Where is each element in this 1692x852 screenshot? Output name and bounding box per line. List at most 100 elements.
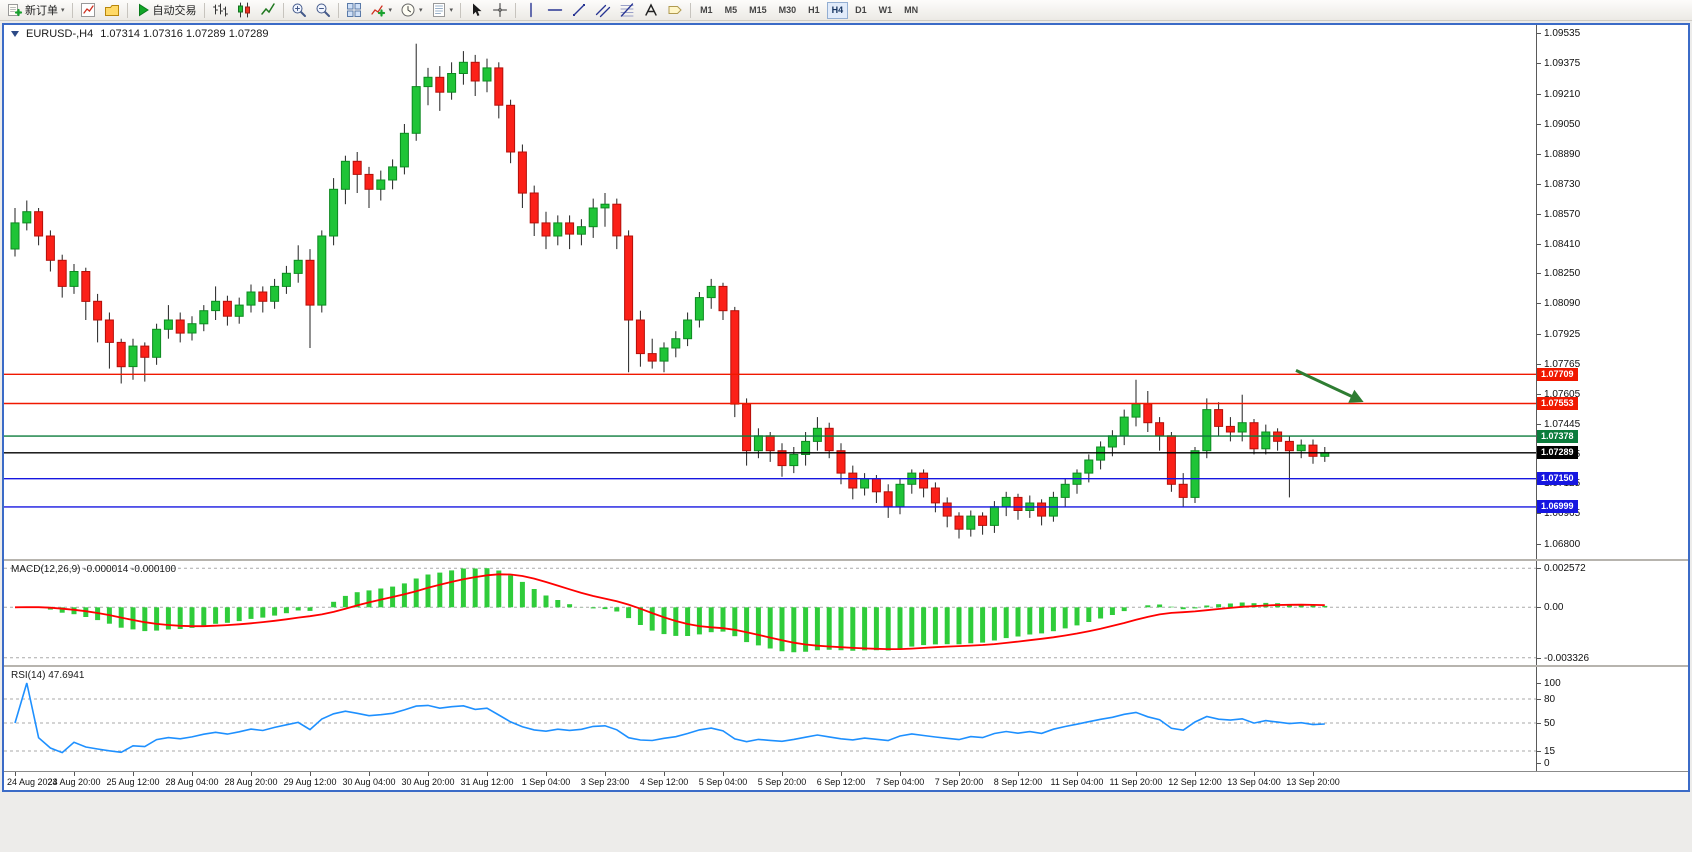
periods-button[interactable]: ▾ <box>396 1 427 19</box>
time-axis-tick <box>428 772 429 776</box>
price-axis-label: 1.08410 <box>1544 238 1581 250</box>
toolbar-separator <box>203 2 205 18</box>
time-axis-label: 11 Sep 04:00 <box>1050 777 1104 787</box>
price-axis-tick <box>1537 213 1541 215</box>
price-axis-label: 1.08730 <box>1544 178 1581 190</box>
trendline-button[interactable] <box>567 1 591 19</box>
tile-windows-button[interactable] <box>342 1 366 19</box>
rsi-panel[interactable]: RSI(14) 47.6941 100 80 50 15 0 <box>4 667 1688 771</box>
cursor-button[interactable] <box>464 1 488 19</box>
time-axis-tick <box>1195 772 1196 776</box>
price-chart-canvas[interactable] <box>4 25 1536 559</box>
price-axis-label: 1.08890 <box>1544 148 1581 160</box>
timeframe-button-d1[interactable]: D1 <box>855 5 867 15</box>
timeframe-button-mn[interactable]: MN <box>904 5 919 15</box>
toolbar-separator <box>337 2 339 18</box>
timeframe-button-m15[interactable]: M15 <box>749 5 767 15</box>
price-plot-area[interactable] <box>4 25 1536 559</box>
time-axis-tick <box>74 772 75 776</box>
rsi-axis[interactable]: 100 80 50 15 0 <box>1536 667 1688 771</box>
price-badge-1.07553: 1.07553 <box>1537 397 1578 410</box>
price-axis-tick <box>1537 303 1541 305</box>
time-axis-label: 12 Sep 12:00 <box>1168 777 1222 787</box>
macd-plot-area[interactable] <box>4 561 1536 665</box>
time-axis-label: 29 Aug 12:00 <box>283 777 337 787</box>
time-axis-tick <box>841 772 842 776</box>
candles-layer <box>10 43 1330 539</box>
panel-separator[interactable] <box>4 559 1688 561</box>
horizontal-line-button[interactable] <box>543 1 567 19</box>
time-axis-label: 30 Aug 20:00 <box>401 777 455 787</box>
price-axis-tick <box>1537 33 1541 35</box>
time-axis[interactable]: 24 Aug 2023 24 Aug 20:00 25 Aug 12:00 28 Au… <box>4 772 1688 790</box>
macd-axis-label: 0.00 <box>1544 602 1564 614</box>
timeframe-button-m30[interactable]: M30 <box>778 5 797 15</box>
macd-canvas[interactable] <box>4 561 1536 665</box>
bar-chart-button[interactable] <box>208 1 232 19</box>
toolbar-separator <box>690 2 692 18</box>
line-chart-button[interactable] <box>256 1 280 19</box>
time-axis-label: 8 Sep 12:00 <box>993 777 1043 787</box>
new-chart-button[interactable] <box>76 1 100 19</box>
price-axis-label: 1.08250 <box>1544 268 1581 280</box>
zoom-in-button[interactable] <box>287 1 311 19</box>
price-badge-1.06999: 1.06999 <box>1537 500 1578 514</box>
timeframe-button-h4[interactable]: H4 <box>826 1 849 19</box>
timeframe-button-m1[interactable]: M1 <box>700 5 713 15</box>
macd-axis[interactable]: 0.002572 0.00 -0.003326 <box>1536 561 1688 665</box>
channel-button[interactable] <box>591 1 615 19</box>
autotrading-button[interactable]: 自动交易 <box>131 1 201 19</box>
time-axis-tick <box>369 772 370 776</box>
candlestick-chart-button[interactable] <box>232 1 256 19</box>
rsi-axis-label: 80 <box>1544 694 1556 705</box>
time-axis-label: 28 Aug 20:00 <box>224 777 278 787</box>
price-badge-1.07709: 1.07709 <box>1537 367 1578 381</box>
main-toolbar: 新订单 ▾ 自动交易 ▾ ▾ ▾ M1 M5 M15 M30 H1 H4 D1 W1 MN <box>0 0 1692 21</box>
price-axis-tick <box>1537 273 1541 275</box>
price-badge-1.07378: 1.07378 <box>1537 429 1578 443</box>
time-axis-label: 6 Sep 12:00 <box>816 777 866 787</box>
text-button[interactable] <box>639 1 663 19</box>
profiles-button[interactable] <box>100 1 124 19</box>
price-axis-tick <box>1537 363 1541 365</box>
fibonacci-button[interactable] <box>615 1 639 19</box>
price-axis-tick <box>1537 124 1541 125</box>
timeframe-button-m5[interactable]: M5 <box>724 5 738 15</box>
panel-separator[interactable] <box>4 665 1688 667</box>
time-axis-tick <box>900 772 901 776</box>
new-order-button[interactable]: 新订单 ▾ <box>3 1 69 19</box>
symbol-period-label: EURUSD-,H4 <box>26 28 94 40</box>
time-axis-tick <box>605 772 606 776</box>
collapse-chart-icon[interactable] <box>11 31 19 37</box>
zoom-out-button[interactable] <box>311 1 335 19</box>
templates-button[interactable]: ▾ <box>427 1 458 19</box>
arrow-annotation[interactable] <box>1295 369 1361 402</box>
macd-axis-tick <box>1537 568 1541 570</box>
indicators-button[interactable]: ▾ <box>366 1 397 19</box>
price-badge-1.07150: 1.07150 <box>1537 472 1578 486</box>
price-axis-label: 1.06965 <box>1544 508 1581 520</box>
macd-label: MACD(12,26,9) -0.000014 -0.000100 <box>11 564 177 575</box>
rsi-axis-tick <box>1537 699 1541 700</box>
macd-panel[interactable]: MACD(12,26,9) -0.000014 -0.000100 0.0025… <box>4 561 1688 665</box>
time-axis-label: 1 Sep 04:00 <box>521 777 571 787</box>
rsi-plot-area[interactable] <box>4 667 1536 771</box>
arrow-label-button[interactable] <box>663 1 687 19</box>
rsi-canvas[interactable] <box>4 667 1536 771</box>
timeframe-button-w1[interactable]: W1 <box>878 5 893 15</box>
ohlc-values: 1.07314 1.07316 1.07289 1.07289 <box>100 28 269 40</box>
time-axis-label: 24 Aug 20:00 <box>47 777 101 787</box>
price-chart-panel[interactable]: EURUSD-,H4 1.07314 1.07316 1.07289 1.072… <box>4 25 1688 559</box>
time-axis-label: 7 Sep 20:00 <box>934 777 984 787</box>
rsi-axis-tick <box>1537 723 1541 724</box>
time-axis-label: 13 Sep 20:00 <box>1286 777 1340 787</box>
vertical-line-button[interactable] <box>519 1 543 19</box>
price-axis-tick <box>1537 243 1541 245</box>
price-axis[interactable]: 1.09535 1.09375 1.09210 1.09050 1.08890 1.087… <box>1536 25 1688 559</box>
price-axis-label: 1.08090 <box>1544 298 1581 310</box>
timeframe-button-h1[interactable]: H1 <box>808 5 820 15</box>
time-axis-tick <box>487 772 488 776</box>
price-axis-label: 1.09535 <box>1544 28 1581 40</box>
price-axis-label: 1.07925 <box>1544 329 1581 340</box>
crosshair-button[interactable] <box>488 1 512 19</box>
